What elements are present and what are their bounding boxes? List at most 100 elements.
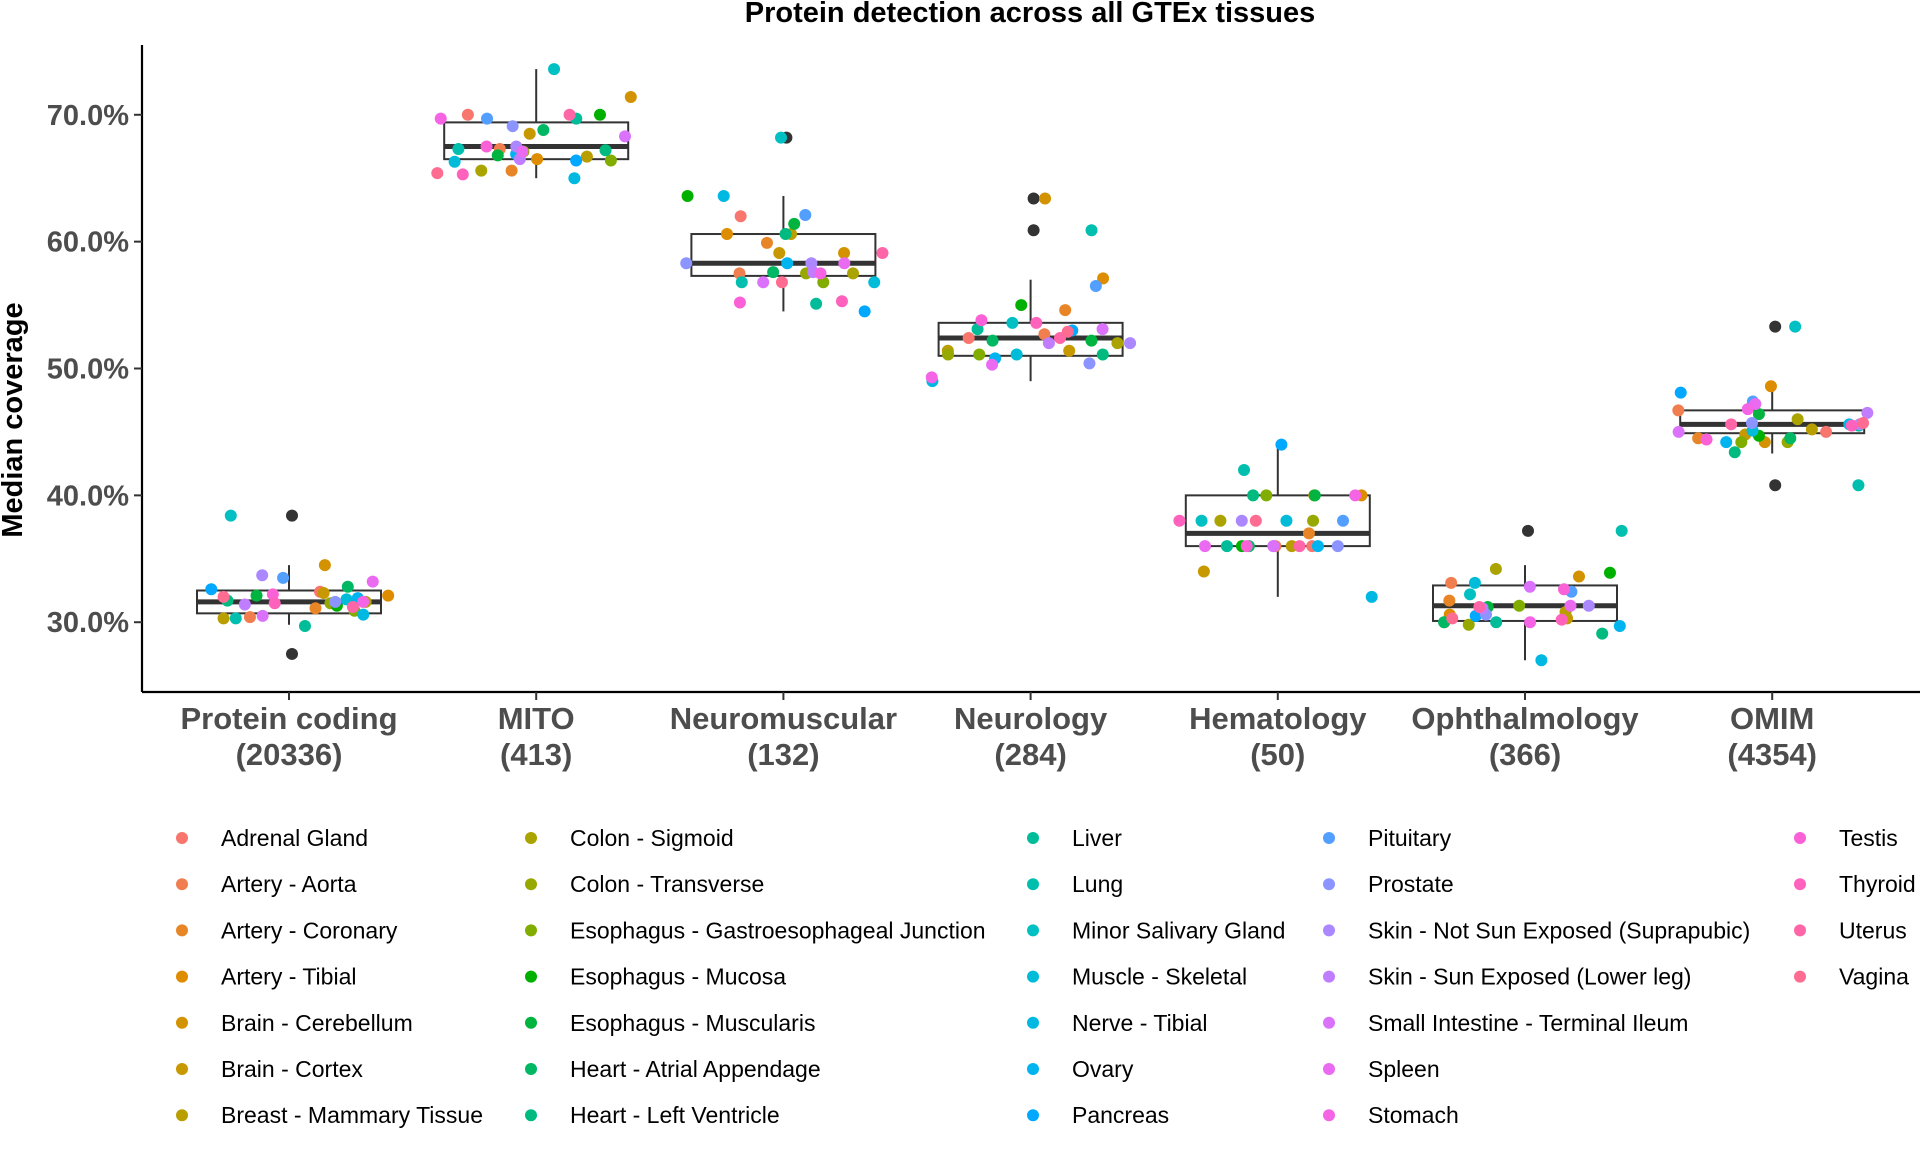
data-point: [1214, 514, 1227, 527]
data-point: [975, 314, 988, 327]
legend-label: Esophagus - Mucosa: [570, 964, 786, 990]
data-point: [838, 257, 851, 270]
data-point: [1752, 408, 1765, 421]
data-point: [1337, 514, 1350, 527]
legend-label: Testis: [1839, 825, 1898, 851]
legend-key: [1027, 832, 1039, 844]
points-7: [1672, 320, 1874, 492]
data-point: [205, 583, 218, 596]
data-point: [593, 108, 606, 121]
data-point: [1096, 323, 1109, 336]
legend-key: [1794, 832, 1806, 844]
legend-key: [1323, 1063, 1335, 1075]
legend-item: Minor Salivary Gland: [1027, 917, 1285, 943]
data-point: [1063, 344, 1076, 357]
data-point: [1235, 514, 1248, 527]
data-point: [1059, 304, 1072, 317]
points-2: [431, 63, 637, 185]
data-point: [1741, 403, 1754, 416]
data-point: [1728, 446, 1741, 459]
y-tick-label: 60.0%: [47, 227, 129, 259]
legend-item: Artery - Tibial: [176, 964, 356, 990]
data-point: [767, 266, 780, 279]
legend-label: Liver: [1072, 825, 1122, 851]
legend-item: Prostate: [1323, 871, 1454, 897]
data-point: [1061, 325, 1074, 338]
data-point: [835, 295, 848, 308]
data-point: [1613, 620, 1626, 633]
data-point: [329, 595, 342, 608]
legend-key: [1027, 878, 1039, 891]
legend-label: Nerve - Tibial: [1072, 1010, 1207, 1036]
points-5: [1173, 438, 1378, 603]
data-point: [1083, 357, 1096, 370]
data-point: [243, 611, 256, 624]
chart-title: Protein detection across all GTEx tissue…: [745, 0, 1316, 29]
y-tick-label: 50.0%: [47, 354, 129, 386]
legend-label: Esophagus - Muscularis: [570, 1010, 815, 1036]
legend-item: Ovary: [1027, 1056, 1134, 1082]
points-6: [1438, 524, 1628, 667]
legend-item: Vagina: [1794, 964, 1909, 990]
legend-item: Artery - Coronary: [176, 917, 398, 943]
data-point: [1096, 348, 1109, 361]
legend-label: Adrenal Gland: [221, 825, 368, 851]
legend-item: Skin - Sun Exposed (Lower leg): [1323, 964, 1691, 990]
box-outlier-point: [286, 509, 298, 522]
points-4: [925, 192, 1137, 388]
legend-label: Muscle - Skeletal: [1072, 964, 1247, 990]
data-point: [973, 348, 986, 361]
legend-key: [525, 924, 537, 937]
legend-label: Ovary: [1072, 1056, 1134, 1082]
data-point: [217, 612, 230, 625]
legend-item: Brain - Cortex: [176, 1056, 363, 1082]
legend-item: Heart - Atrial Appendage: [525, 1056, 821, 1082]
legend-label: Thyroid: [1839, 871, 1916, 897]
data-point: [1596, 627, 1609, 640]
data-point: [1085, 224, 1098, 237]
data-point: [599, 144, 612, 157]
legend-label: Colon - Transverse: [570, 871, 764, 897]
data-point: [506, 120, 519, 133]
data-point: [1523, 580, 1536, 593]
data-point: [1331, 540, 1344, 553]
legend-item: Esophagus - Gastroesophageal Junction: [525, 917, 986, 943]
legend-item: Stomach: [1323, 1102, 1459, 1128]
legend-key: [525, 1016, 537, 1029]
legend-item: Pancreas: [1027, 1102, 1169, 1128]
data-point: [537, 123, 550, 136]
data-point: [256, 609, 269, 622]
box-7: [1679, 320, 1866, 492]
legend-label: Vagina: [1839, 964, 1909, 990]
data-point: [1674, 386, 1687, 399]
x-tick-label: Neuromuscular: [670, 701, 897, 736]
data-point: [1857, 417, 1870, 430]
data-point: [341, 580, 354, 593]
legend-item: Esophagus - Muscularis: [525, 1010, 815, 1036]
legend-key: [176, 970, 188, 983]
data-point: [475, 164, 488, 177]
legend-label: Esophagus - Gastroesophageal Junction: [570, 917, 986, 943]
legend-item: Lung: [1027, 871, 1123, 897]
data-point: [1267, 540, 1280, 553]
data-point: [1513, 599, 1526, 612]
legend-label: Prostate: [1368, 871, 1454, 897]
legend-key: [1027, 1109, 1039, 1122]
legend-label: Stomach: [1368, 1102, 1459, 1128]
data-point: [868, 276, 881, 289]
x-tick-label: Ophthalmology: [1411, 701, 1639, 736]
data-point: [523, 127, 536, 140]
data-point: [1489, 562, 1502, 575]
legend-label: Pancreas: [1072, 1102, 1169, 1128]
legend-item: Thyroid: [1794, 871, 1916, 897]
legend-key: [176, 924, 188, 937]
y-tick-label: 30.0%: [47, 607, 129, 639]
x-tick-count: (413): [500, 737, 572, 772]
data-point: [1030, 316, 1043, 329]
legend-key: [525, 970, 537, 983]
legend-key: [1323, 924, 1335, 937]
data-point: [1280, 514, 1293, 527]
data-point: [229, 612, 242, 625]
data-point: [1555, 613, 1568, 626]
